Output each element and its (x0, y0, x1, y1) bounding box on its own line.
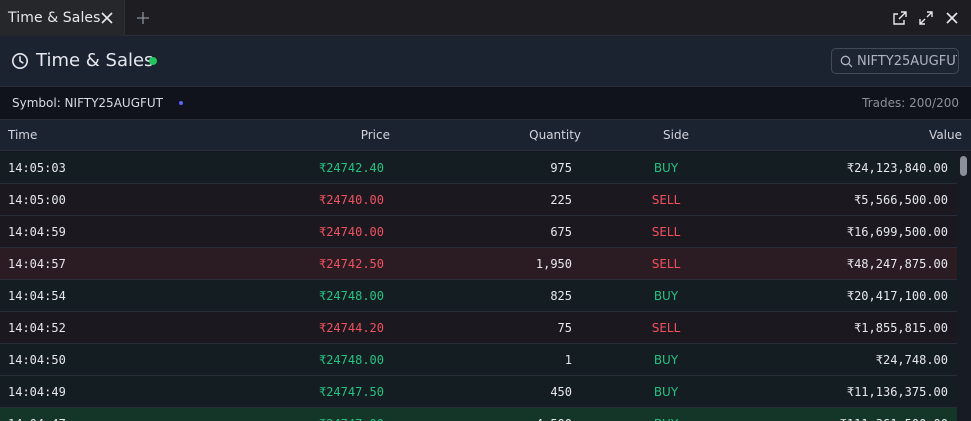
time-cell: 14:04:49 (8, 385, 66, 399)
close-icon[interactable] (100, 11, 114, 25)
scrollbar[interactable] (957, 152, 971, 421)
price-cell: ₹24747.50 (318, 385, 384, 399)
quantity-cell: 450 (550, 385, 572, 399)
plus-icon[interactable] (136, 11, 150, 25)
symbol-bar: Symbol: NIFTY25AUGFUT Trades: 200/200 (0, 87, 971, 120)
value-cell: ₹11,136,375.00 (846, 385, 948, 399)
column-header-price[interactable]: Price (360, 128, 390, 142)
value-cell: ₹111,361,500.00 (840, 417, 948, 421)
side-cell: BUY (632, 417, 700, 421)
time-cell: 14:04:47 (8, 417, 66, 421)
table-row[interactable]: 14:04:47 ₹24747.00 4,500 BUY ₹111,361,500.00 (0, 408, 957, 421)
time-cell: 14:04:52 (8, 321, 66, 335)
table-row[interactable]: 14:04:49 ₹24747.50 450 BUY ₹11,136,375.00 (0, 376, 957, 408)
value-cell: ₹20,417,100.00 (846, 289, 948, 303)
symbol-status-dot (179, 101, 183, 105)
value-cell: ₹5,566,500.00 (854, 193, 948, 207)
table-row[interactable]: 14:04:54 ₹24748.00 825 BUY ₹20,417,100.00 (0, 280, 957, 312)
table-header: Time Price Quantity Side Value (0, 120, 971, 151)
column-header-value[interactable]: Value (929, 128, 962, 142)
panel-header: Time & Sales (0, 36, 971, 87)
popout-icon[interactable] (893, 11, 907, 25)
quantity-cell: 975 (550, 161, 572, 175)
symbol-label: Symbol: NIFTY25AUGFUT (12, 96, 164, 110)
price-cell: ₹24747.00 (319, 417, 384, 421)
quantity-cell: 1 (564, 353, 572, 367)
value-cell: ₹24,748.00 (875, 353, 948, 367)
side-cell: SELL (651, 257, 681, 271)
price-cell: ₹24740.00 (318, 193, 384, 207)
price-cell: ₹24748.00 (318, 353, 384, 367)
tab-strip: Time & Sales (0, 0, 971, 36)
side-cell: BUY (653, 353, 679, 367)
price-cell: ₹24742.50 (318, 257, 384, 271)
value-cell: ₹48,247,875.00 (846, 257, 948, 271)
table-row[interactable]: 14:04:57 ₹24742.50 1,950 SELL ₹48,247,875.00 (0, 248, 957, 280)
side-cell: BUY (653, 385, 679, 399)
time-cell: 14:04:57 (8, 257, 66, 271)
live-status-dot (149, 57, 157, 65)
table-row[interactable]: 14:04:52 ₹24744.20 75 SELL ₹1,855,815.00 (0, 312, 957, 344)
price-cell: ₹24740.00 (318, 225, 384, 239)
maximize-icon[interactable] (919, 11, 933, 25)
quantity-cell: 675 (550, 225, 572, 239)
column-header-time[interactable]: Time (8, 128, 38, 142)
symbol-search[interactable] (831, 48, 959, 74)
table-row[interactable]: 14:05:00 ₹24740.00 225 SELL ₹5,566,500.00 (0, 184, 957, 216)
table-row[interactable]: 14:05:03 ₹24742.40 975 BUY ₹24,123,840.00 (0, 152, 957, 184)
quantity-cell: 1,950 (535, 257, 572, 271)
quantity-cell: 75 (557, 321, 572, 335)
scrollbar-thumb[interactable] (960, 156, 967, 176)
side-cell: BUY (653, 289, 679, 303)
quantity-cell: 825 (550, 289, 572, 303)
price-cell: ₹24742.40 (318, 161, 384, 175)
page-title: Time & Sales (36, 50, 154, 71)
table-row[interactable]: 14:04:50 ₹24748.00 1 BUY ₹24,748.00 (0, 344, 957, 376)
time-cell: 14:05:00 (8, 193, 66, 207)
table-row[interactable]: 14:04:59 ₹24740.00 675 SELL ₹16,699,500.00 (0, 216, 957, 248)
time-cell: 14:04:54 (8, 289, 66, 303)
time-cell: 14:04:50 (8, 353, 66, 367)
column-header-side[interactable]: Side (663, 128, 689, 142)
quantity-cell: 225 (550, 193, 572, 207)
value-cell: ₹16,699,500.00 (846, 225, 948, 239)
side-cell: SELL (651, 193, 681, 207)
close-window-icon[interactable] (945, 11, 959, 25)
clock-icon (12, 53, 28, 69)
trades-count: Trades: 200/200 (862, 96, 959, 110)
time-cell: 14:04:59 (8, 225, 66, 239)
value-cell: ₹1,855,815.00 (854, 321, 948, 335)
time-cell: 14:05:03 (8, 161, 66, 175)
search-icon (840, 55, 853, 68)
tab-label: Time & Sales (8, 10, 101, 26)
price-cell: ₹24744.20 (318, 321, 384, 335)
side-cell: SELL (651, 225, 681, 239)
quantity-cell: 4,500 (536, 417, 572, 421)
price-cell: ₹24748.00 (318, 289, 384, 303)
column-header-quantity[interactable]: Quantity (529, 128, 581, 142)
search-input[interactable] (857, 52, 957, 70)
tab-time-and-sales[interactable]: Time & Sales (0, 0, 125, 36)
side-cell: SELL (651, 321, 681, 335)
side-cell: BUY (653, 161, 679, 175)
value-cell: ₹24,123,840.00 (846, 161, 948, 175)
trades-table-body: 14:05:03 ₹24742.40 975 BUY ₹24,123,840.00 14:… (0, 152, 971, 421)
